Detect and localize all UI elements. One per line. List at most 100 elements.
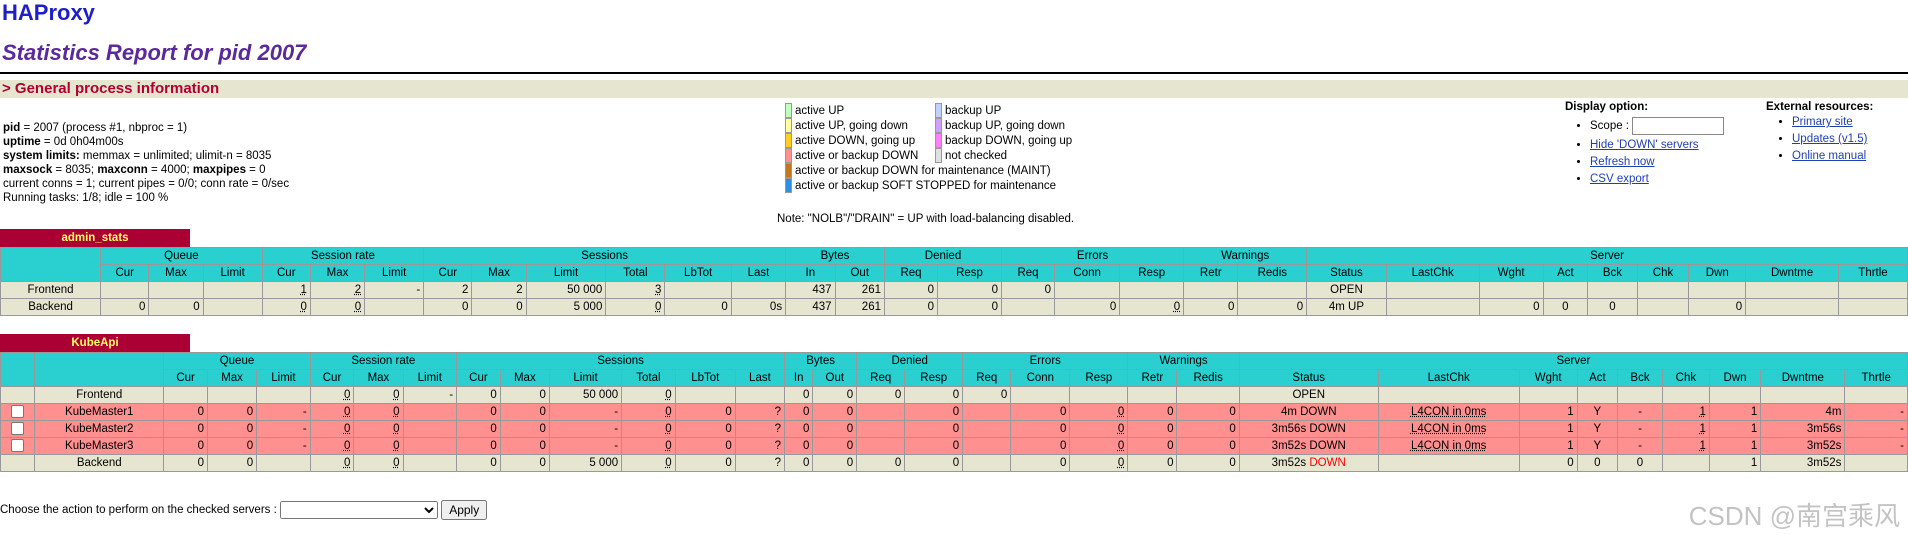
cell-status: 3m52s DOWN: [1238, 454, 1379, 472]
cell-max: [206, 386, 258, 404]
watermark: CSDN @南宫乘风: [1688, 501, 1900, 531]
cell-value: 0: [846, 440, 854, 452]
cell-value: 0: [246, 406, 254, 418]
server-row: KubeMaster2 0 0 - 0 0 0 0 - 0 0? 0 0 0 0 0 0 0 3m56s DOWN L…: [0, 420, 1908, 438]
cell-status: 3m52s DOWN: [1238, 437, 1379, 455]
cell-cur: 0: [456, 403, 501, 421]
cell-cur: [100, 281, 150, 299]
proxy-table: Queue Session rate Sessions Bytes Denied Erro…: [0, 247, 1908, 316]
cell-value: ?: [774, 457, 782, 469]
scope-input[interactable]: [1632, 117, 1725, 135]
cell-value: 0: [1173, 301, 1181, 313]
cell-lbtot: 0: [674, 420, 736, 438]
cell-resp: 0: [1069, 437, 1129, 455]
cell-value: 0: [490, 389, 497, 401]
cell-value: 0: [1229, 423, 1236, 435]
cell-value: -: [449, 389, 454, 401]
group-header: Bytes: [785, 247, 885, 265]
refresh-now-link[interactable]: Refresh now: [1590, 156, 1655, 168]
updates-link[interactable]: Updates (v1.5): [1792, 133, 1868, 145]
server-row: KubeMaster1 0 0 - 0 0 0 0 - 0 0? 0 0 0 0 0 0 0 4m DOWN L4CO…: [0, 403, 1908, 421]
online-manual-link[interactable]: Online manual: [1792, 150, 1867, 162]
column-header: Bck: [1587, 264, 1638, 282]
cell-limit: -: [548, 437, 623, 455]
cell-wght: 1: [1518, 420, 1578, 438]
cell-value: 3: [655, 284, 662, 296]
hide-down-servers-link[interactable]: Hide 'DOWN' servers: [1590, 139, 1699, 151]
column-header: Limit: [364, 264, 425, 282]
cell-value: 0: [197, 457, 204, 469]
cell-cur: 0: [100, 298, 150, 316]
cell-value: 2: [462, 284, 469, 296]
cell-value: 3m56s DOWN: [1271, 423, 1346, 435]
legend-swatch: [785, 163, 792, 178]
cell-lastchk: L4CON in 0ms: [1377, 420, 1520, 438]
info-value: = 4000;: [147, 164, 193, 176]
cell-value: 0: [803, 423, 810, 435]
cell-dwn: 1: [1708, 403, 1762, 421]
cell-value: 0: [952, 440, 960, 452]
server-checkbox[interactable]: [11, 439, 25, 453]
server-checkbox[interactable]: [11, 405, 25, 419]
cell-lastchk: [1377, 386, 1520, 404]
cell-retr: [1183, 281, 1239, 299]
cell-dwntme: 3m56s: [1760, 420, 1846, 438]
cell-chk: 1: [1661, 420, 1710, 438]
column-header: Limit: [548, 369, 623, 387]
server-action-bar: Choose the action to perform on the chec…: [0, 500, 488, 520]
cell-dwntme: 4m: [1760, 403, 1846, 421]
group-header: Server: [1238, 352, 1908, 370]
cell-last: [734, 386, 786, 404]
cell-lastchk: L4CON in 0ms: [1377, 403, 1520, 421]
action-select[interactable]: [280, 501, 438, 519]
cell-value: 0: [462, 301, 469, 313]
cell-req: [856, 420, 906, 438]
cell-value: 437: [812, 284, 832, 296]
column-header: Conn: [1010, 369, 1071, 387]
cell-value: 0: [725, 406, 732, 418]
cell-cur: 0: [456, 386, 501, 404]
info-value: = 0d 0h04m00s: [40, 136, 124, 148]
cell-max: 2: [471, 281, 527, 299]
group-header: Queue: [163, 352, 311, 370]
column-header: Limit: [256, 369, 311, 387]
cell-lbtot: [674, 386, 736, 404]
primary-site-link[interactable]: Primary site: [1792, 116, 1853, 128]
row-name: Backend: [34, 454, 165, 472]
cell-retr: 0: [1127, 454, 1178, 472]
cell-max: 0: [353, 420, 404, 438]
cell-resp: 0: [1069, 420, 1129, 438]
cell-value: 3m56s: [1806, 423, 1842, 435]
column-header: Wght: [1478, 264, 1544, 282]
cell-value: 1: [1750, 423, 1758, 435]
frontend-row: Frontend 1 2 - 2 2 50 000 3 437 261 0 0 0 OPEN: [0, 281, 1908, 299]
legend-swatch: [935, 118, 942, 133]
apply-button[interactable]: Apply: [441, 500, 488, 520]
cell-dwntme: 3m52s: [1760, 437, 1846, 455]
cell-value: 3m52s DOWN: [1271, 440, 1346, 452]
process-info: pid = 2007 (process #1, nbproc = 1) uptim…: [3, 121, 289, 205]
cell-value: 0: [1296, 301, 1304, 313]
cell-act: [1542, 281, 1589, 299]
cell-value: L4CON in 0ms: [1410, 406, 1487, 418]
row-name[interactable]: KubeMaster3: [34, 437, 165, 455]
cell-value: 0: [725, 440, 732, 452]
row-name[interactable]: KubeMaster1: [34, 403, 165, 421]
cell-req: 0: [962, 386, 1012, 404]
row-name[interactable]: KubeMaster2: [34, 420, 165, 438]
server-checkbox[interactable]: [11, 422, 25, 436]
cell-cur: 0: [309, 420, 355, 438]
cell-lastchk: [1385, 281, 1480, 299]
cell-max: 0: [499, 403, 550, 421]
cell-total: 0: [621, 420, 676, 438]
cell-in: 0: [784, 420, 814, 438]
checkbox-cell: [0, 420, 36, 438]
csv-export-link[interactable]: CSV export: [1590, 173, 1649, 185]
cell-resp: 0: [1069, 403, 1129, 421]
cell-dwn: 0: [1688, 298, 1747, 316]
column-header: Thrtle: [1844, 369, 1908, 387]
cell-last: [730, 281, 787, 299]
group-header: Session rate: [261, 247, 425, 265]
cell-value: 0: [197, 440, 204, 452]
cell-value: -: [614, 406, 619, 418]
